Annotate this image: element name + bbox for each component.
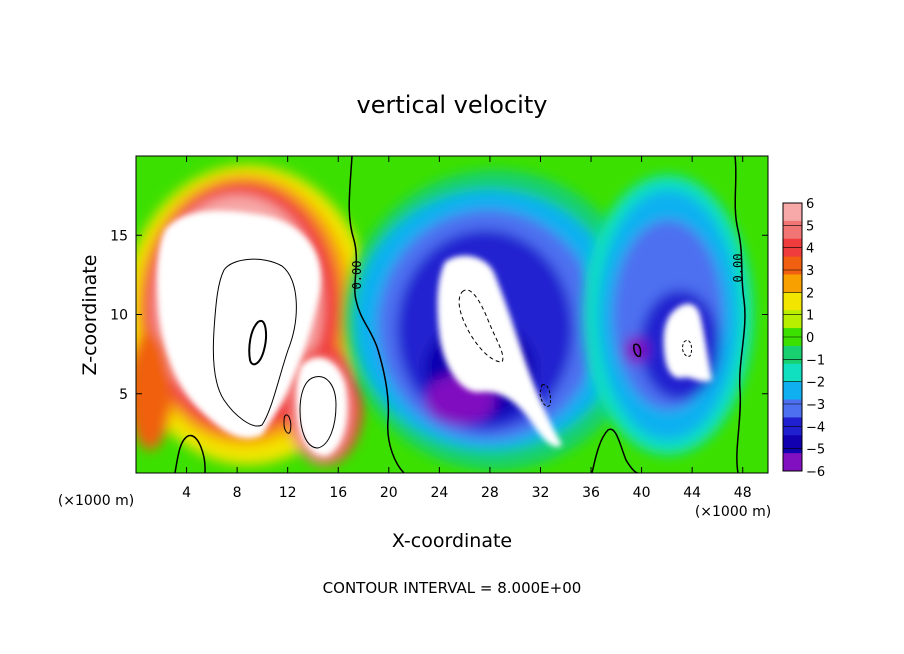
colorbar-swatch [783, 256, 802, 275]
colorbar-swatch [783, 453, 802, 472]
colorbar-label: −4 [806, 420, 825, 435]
x-tick-label: 12 [279, 485, 297, 501]
y-axis-title: Z-coordinate [79, 255, 101, 376]
heatmap-field [136, 156, 768, 473]
colorbar-label: 2 [806, 286, 814, 301]
x-unit-right: (×1000 m) [695, 504, 771, 520]
x-tick-label: 4 [182, 485, 191, 501]
colorbar-label: 4 [806, 242, 814, 257]
colorbar-label: −6 [806, 465, 825, 480]
colorbar-swatch [783, 310, 802, 329]
x-tick-label: 20 [380, 485, 398, 501]
colorbar: 6 5 4 3 2 1 0 −1 −2 −3 −4 −5 −6 [782, 197, 825, 480]
contour-interval-note: CONTOUR INTERVAL = 8.000E+00 [323, 579, 582, 597]
colorbar-label: 0 [806, 331, 814, 346]
x-axis-ticks: 4 8 12 16 20 24 28 32 36 40 44 48 [182, 156, 752, 501]
x-tick-label: 16 [329, 485, 347, 501]
x-tick-label: 36 [582, 485, 600, 501]
x-tick-label: 28 [481, 485, 499, 501]
colorbar-swatch [783, 363, 802, 383]
y-axis-ticks: 5 10 15 [110, 228, 768, 403]
colorbar-label: 3 [806, 264, 814, 279]
contour-lines [174, 156, 746, 473]
colorbar-swatch [783, 435, 802, 454]
colorbar-label: −3 [806, 398, 825, 413]
chart-title: vertical velocity [357, 91, 548, 119]
x-tick-label: 8 [233, 485, 242, 501]
colorbar-label: 1 [806, 309, 814, 324]
x-tick-label: 40 [633, 485, 651, 501]
colorbar-swatch [783, 292, 802, 311]
colorbar-label: 6 [806, 197, 814, 212]
colorbar-swatch [783, 274, 802, 293]
y-tick-label: 10 [110, 308, 128, 324]
contour-label-right: 0.00 [731, 254, 745, 283]
colorbar-label: −1 [806, 353, 825, 368]
colorbar-swatch [783, 220, 802, 240]
colorbar-swatch [783, 399, 802, 418]
colorbar-swatch [783, 381, 802, 401]
colorbar-label: −5 [806, 443, 825, 458]
colorbar-label: −2 [806, 376, 825, 391]
contour-label-left: 0.00 [350, 261, 364, 290]
colorbar-label: 5 [806, 219, 814, 234]
y-tick-label: 5 [119, 387, 128, 403]
y-tick-label: 15 [110, 228, 128, 244]
colorbar-swatch [783, 345, 802, 365]
colorbar-swatch [783, 203, 802, 222]
x-axis-title: X-coordinate [392, 530, 512, 552]
x-unit-left: (×1000 m) [58, 493, 134, 509]
x-tick-label: 24 [430, 485, 448, 501]
x-tick-label: 44 [683, 485, 701, 501]
x-tick-label: 32 [532, 485, 550, 501]
x-tick-label: 48 [734, 485, 752, 501]
